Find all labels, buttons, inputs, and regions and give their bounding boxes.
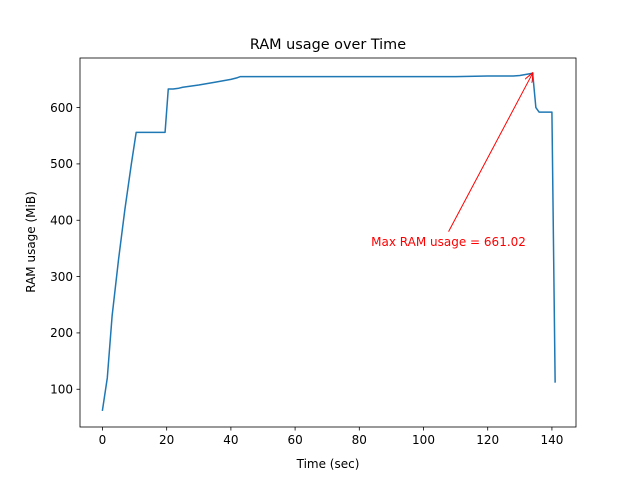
x-tick-label: 80: [352, 433, 367, 447]
series-line-0: [101, 72, 556, 411]
y-tick-label: 500: [50, 157, 73, 171]
chart-title: RAM usage over Time: [250, 37, 406, 53]
x-tick-label: 140: [540, 433, 563, 447]
annotation-arrow: [448, 73, 533, 232]
axes-frame: [79, 57, 577, 428]
annotation: Max RAM usage = 661.02: [371, 73, 532, 249]
x-tick-label: 40: [223, 433, 238, 447]
y-tick-label: 200: [50, 326, 73, 340]
x-axis: 0 20 40 60 80 100 120 140: [99, 427, 563, 447]
y-tick-label: 100: [50, 383, 73, 397]
y-tick-label: 600: [50, 101, 73, 115]
x-tick-label: 120: [476, 433, 499, 447]
plot-area: [101, 72, 556, 411]
x-tick-label: 100: [412, 433, 435, 447]
x-tick-label: 0: [99, 433, 107, 447]
x-axis-label: Time (sec): [296, 457, 360, 471]
y-tick-label: 300: [50, 270, 73, 284]
x-tick-label: 20: [159, 433, 174, 447]
y-tick-label: 400: [50, 214, 73, 228]
y-axis: 100 200 300 400 500 600: [50, 101, 80, 397]
x-tick-label: 60: [287, 433, 302, 447]
y-axis-label: RAM usage (MiB): [24, 191, 38, 293]
annotation-text: Max RAM usage = 661.02: [371, 235, 526, 249]
